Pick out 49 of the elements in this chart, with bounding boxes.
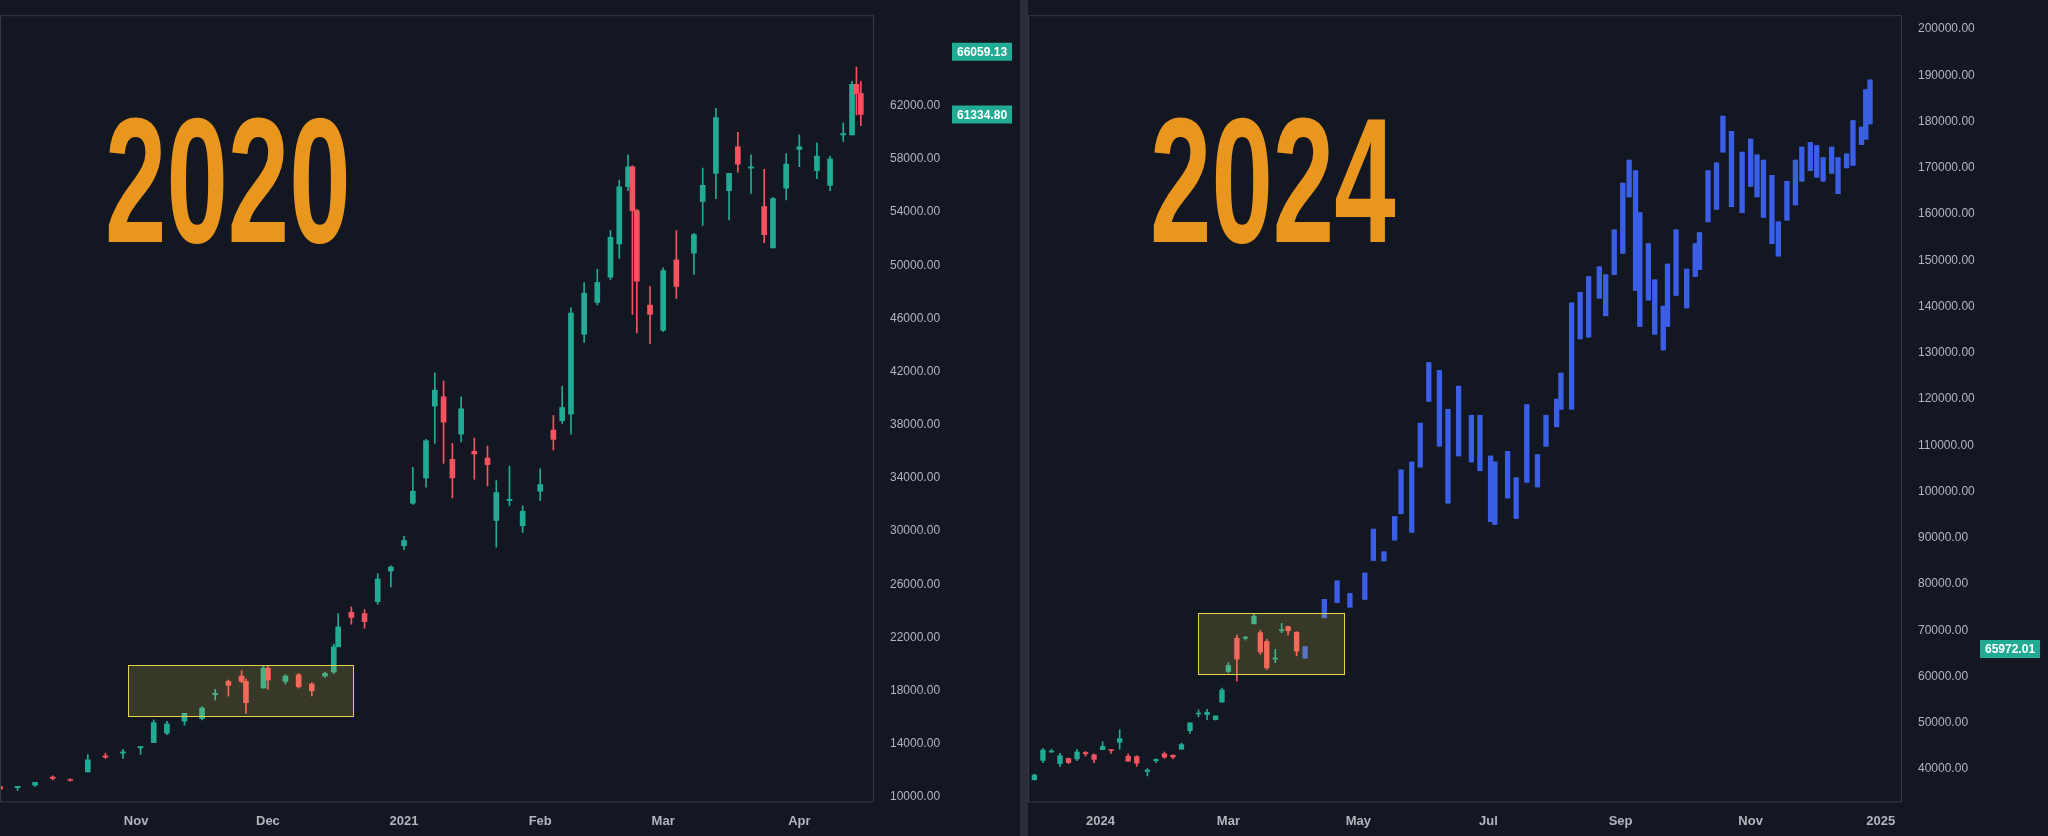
text: 65972.01 bbox=[1985, 642, 2036, 657]
text: 61334.80 bbox=[957, 107, 1008, 122]
x-tick-label: 2024 bbox=[1086, 812, 1116, 828]
y-tick-label: 140000.00 bbox=[1918, 298, 1976, 313]
y-tick-label: 70000.00 bbox=[1918, 622, 1969, 637]
y-tick-label: 62000.00 bbox=[890, 97, 941, 112]
y-tick-label: 46000.00 bbox=[890, 310, 941, 325]
x-tick-label: Jul bbox=[1479, 812, 1498, 828]
y-tick-label: 50000.00 bbox=[1918, 715, 1969, 730]
y-tick-label: 10000.00 bbox=[890, 789, 941, 804]
y-tick-label: 26000.00 bbox=[890, 576, 941, 591]
y-tick-label: 22000.00 bbox=[890, 629, 941, 644]
y-tick-label: 58000.00 bbox=[890, 151, 941, 166]
x-tick-label: 2025 bbox=[1866, 812, 1896, 828]
y-tick-label: 34000.00 bbox=[890, 470, 941, 485]
y-tick-label: 120000.00 bbox=[1918, 391, 1976, 406]
x-tick-label: May bbox=[1345, 812, 1372, 828]
y-tick-label: 160000.00 bbox=[1918, 206, 1976, 221]
x-tick-label: Apr bbox=[788, 812, 811, 828]
x-tick-label: 2021 bbox=[389, 812, 419, 828]
y-tick-label: 14000.00 bbox=[890, 736, 941, 751]
y-tick-label: 30000.00 bbox=[890, 523, 941, 538]
y-tick-label: 40000.00 bbox=[1918, 761, 1969, 776]
y-tick-label: 200000.00 bbox=[1918, 21, 1976, 36]
y-tick-label: 130000.00 bbox=[1918, 345, 1976, 360]
y-tick-label: 50000.00 bbox=[890, 257, 941, 272]
y-tick-label: 54000.00 bbox=[890, 204, 941, 219]
chart-title: 2020 bbox=[105, 81, 351, 280]
x-tick-label: Nov bbox=[1738, 812, 1764, 828]
y-tick-label: 170000.00 bbox=[1918, 160, 1976, 175]
y-tick-label: 180000.00 bbox=[1918, 113, 1976, 128]
x-tick-label: Feb bbox=[528, 812, 552, 828]
x-tick-label: Sep bbox=[1608, 812, 1633, 828]
y-tick-label: 42000.00 bbox=[890, 363, 941, 378]
y-tick-label: 90000.00 bbox=[1918, 530, 1969, 545]
text: 66059.13 bbox=[957, 44, 1008, 59]
x-tick-label: Mar bbox=[1216, 812, 1240, 828]
x-tick-label: Nov bbox=[123, 812, 150, 828]
y-tick-label: 150000.00 bbox=[1918, 252, 1976, 267]
y-tick-label: 190000.00 bbox=[1918, 67, 1976, 82]
chart-title: 2024 bbox=[1150, 81, 1396, 280]
y-tick-label: 80000.00 bbox=[1918, 576, 1969, 591]
y-tick-label: 18000.00 bbox=[890, 683, 941, 698]
y-tick-label: 110000.00 bbox=[1918, 437, 1975, 452]
x-tick-label: Dec bbox=[255, 812, 280, 828]
y-tick-label: 100000.00 bbox=[1918, 483, 1976, 498]
y-tick-label: 38000.00 bbox=[890, 417, 941, 432]
y-tick-label: 60000.00 bbox=[1918, 668, 1969, 683]
x-tick-label: Mar bbox=[651, 812, 675, 828]
